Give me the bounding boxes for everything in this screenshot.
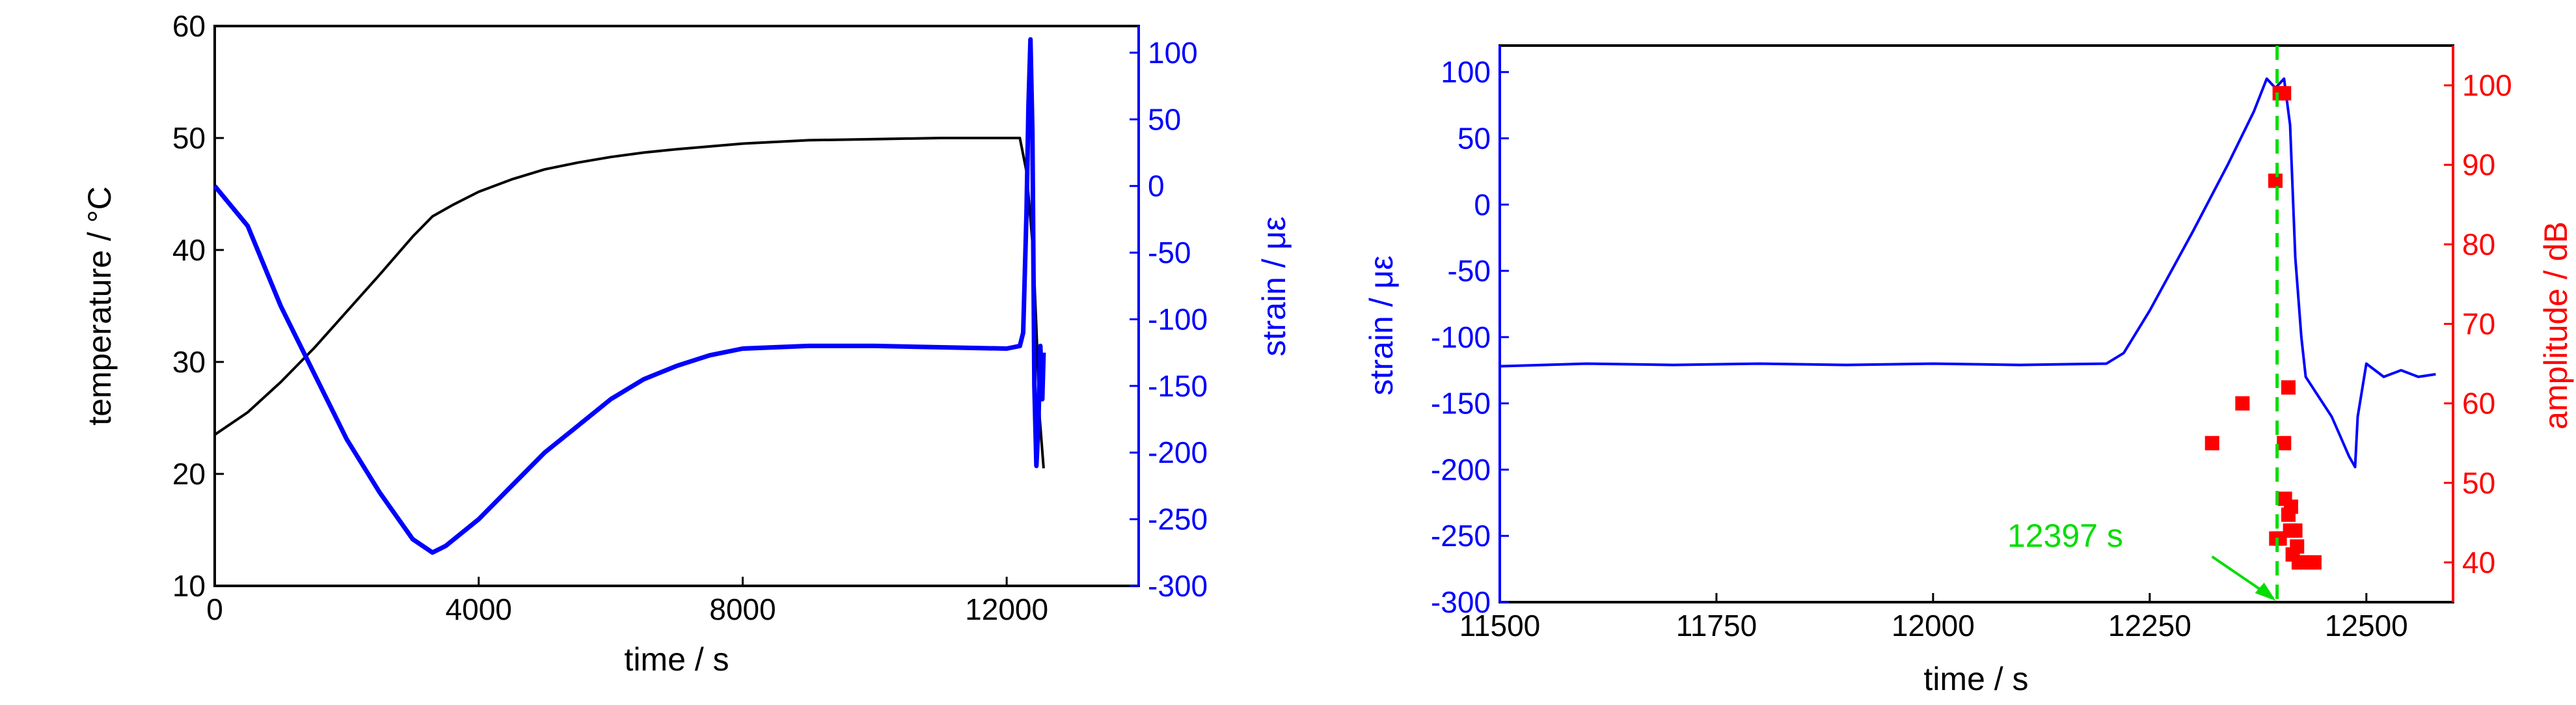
tick-layer: 0 4000 8000 12000 10 20 30 40 50 60 100 50 0 -50 -100 -…: [172, 9, 1208, 626]
x-tick-label: 12000: [965, 592, 1048, 626]
series-layer: [1499, 46, 2436, 602]
x-tick-label: 11750: [1676, 609, 1757, 643]
y-right-tick-label: 0: [1148, 169, 1165, 203]
y-left-tick-label: -150: [1431, 387, 1491, 421]
scatter-point: [2277, 435, 2292, 450]
scatter-point: [2268, 173, 2283, 188]
annotation-label: 12397 s: [2007, 518, 2123, 554]
y-right-tick-label: -300: [1148, 569, 1208, 603]
y-left-tick-label: 50: [172, 121, 206, 155]
y-right-tick-label: 50: [1148, 102, 1181, 136]
y-left-tick-label: -300: [1431, 585, 1491, 619]
y-left-tick-label: 100: [1441, 55, 1491, 89]
x-tick-label: 12500: [2325, 609, 2408, 643]
y-left-tick-label: -100: [1431, 320, 1491, 354]
y-right-tick-label: -50: [1148, 236, 1191, 270]
y-right-tick-label: -150: [1148, 369, 1208, 403]
x-tick-label: 0: [206, 592, 223, 626]
annotation-arrowhead: [2255, 583, 2276, 601]
scatter-point: [2288, 523, 2303, 538]
y-right-tick-label: 40: [2462, 546, 2495, 579]
x-axis-title: time / s: [624, 641, 729, 678]
y-axis-title-right: strain / με: [1256, 216, 1292, 356]
scatter-point: [2291, 555, 2306, 570]
scatter-point: [2204, 435, 2219, 450]
y-right-tick-label: -200: [1148, 435, 1208, 469]
y-right-tick-label: 70: [2462, 307, 2495, 341]
scatter-point: [2281, 380, 2296, 395]
tick-layer: 11500 11750 12000 12250 12500 100 50 0 -50 -100 -1…: [1431, 46, 2512, 643]
series-line: [213, 37, 1046, 555]
scatter-point: [2277, 86, 2292, 101]
y-axis-title-left: strain / με: [1363, 255, 1400, 395]
y-left-tick-label: 30: [172, 345, 206, 379]
y-left-tick-label: 10: [172, 569, 206, 603]
plot-frame-right: [1498, 44, 2454, 603]
scatter-point: [2307, 555, 2322, 570]
series-line: [1499, 77, 2436, 469]
scatter-point: [2281, 507, 2296, 522]
y-left-tick-label: 0: [1474, 187, 1491, 221]
y-left-tick-label: 50: [1457, 122, 1491, 156]
y-right-tick-label: -100: [1148, 302, 1208, 336]
y-right-tick-label: 60: [2462, 387, 2495, 421]
y-right-tick-label: 80: [2462, 227, 2495, 261]
chart-strain-amplitude: 11500 11750 12000 12250 12500 100 50 0 -50 -100 -1…: [1363, 44, 2574, 697]
y-right-tick-label: 100: [1148, 36, 1198, 70]
x-tick-label: 11500: [1459, 609, 1541, 643]
y-axis-title-left: temperature / °C: [81, 186, 118, 425]
y-axis-title-right: amplitude / dB: [2538, 221, 2574, 430]
x-tick-label: 8000: [709, 592, 776, 626]
y-right-tick-label: 50: [2462, 466, 2495, 500]
y-left-tick-label: -50: [1448, 254, 1491, 288]
y-left-tick-label: -250: [1431, 519, 1491, 553]
y-left-tick-label: -200: [1431, 452, 1491, 486]
chart-temperature-strain: 0 4000 8000 12000 10 20 30 40 50 60 100 50 0 -50 -100 -…: [81, 9, 1292, 678]
x-tick-label: 12000: [1891, 609, 1975, 643]
y-left-tick-label: 40: [172, 233, 206, 267]
x-tick-label: 12250: [2108, 609, 2191, 643]
x-tick-label: 4000: [446, 592, 512, 626]
x-axis-title: time / s: [1923, 661, 2028, 697]
y-left-tick-label: 60: [172, 9, 206, 43]
y-right-tick-label: -250: [1148, 503, 1208, 536]
series-layer: [213, 37, 1046, 555]
y-left-tick-label: 20: [172, 457, 206, 491]
scatter-point: [2235, 396, 2250, 411]
scatter-point: [2272, 531, 2287, 546]
y-right-tick-label: 100: [2462, 68, 2512, 102]
y-right-tick-label: 90: [2462, 148, 2495, 182]
